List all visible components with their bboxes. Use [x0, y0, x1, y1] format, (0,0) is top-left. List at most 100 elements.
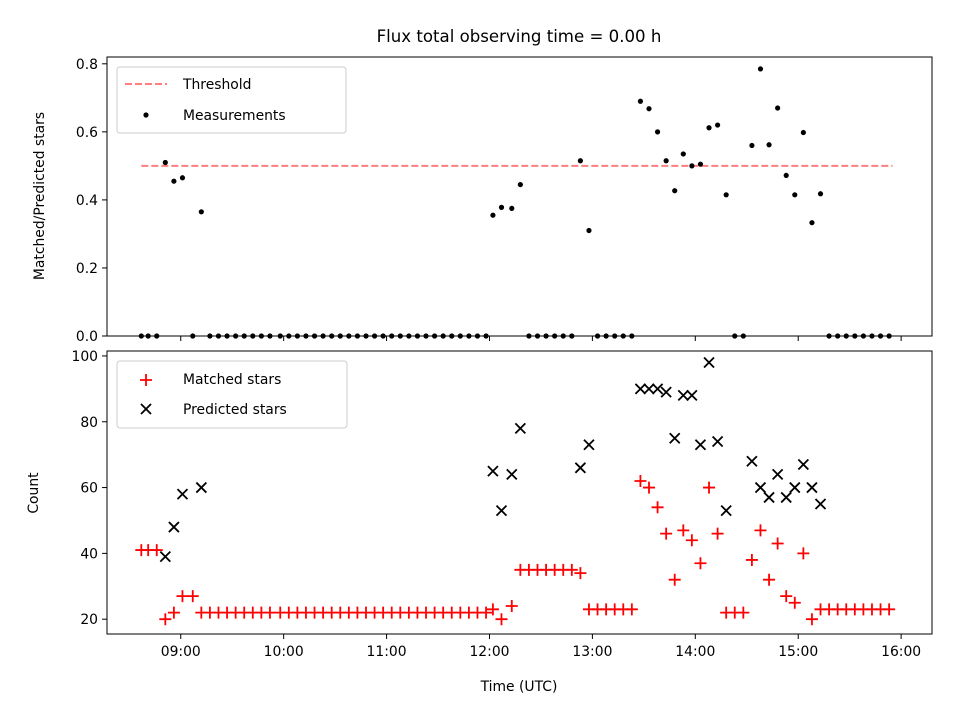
- measurement-point: [809, 220, 815, 226]
- matched-star-point: [883, 603, 896, 616]
- count-yticks-group: 20 40 60 80 100: [71, 349, 107, 628]
- count-ytick-label: 20: [80, 612, 98, 628]
- matched-star-point: [754, 524, 767, 537]
- matched-star-point: [505, 600, 518, 613]
- legend-measurements-swatch: [143, 112, 149, 118]
- x-axis-label: Time (UTC): [480, 679, 558, 695]
- measurement-point: [723, 192, 729, 198]
- legend-matched-label: Matched stars: [183, 372, 281, 388]
- matched-star-point: [788, 596, 801, 609]
- measurement-point: [792, 192, 798, 198]
- ratio-ytick-label: 0.8: [76, 57, 98, 73]
- predicted-star-point: [754, 481, 767, 494]
- measurement-point: [179, 175, 186, 181]
- chart-title: Flux total observing time = 0.00 h: [377, 27, 662, 46]
- count-ytick-label: 80: [80, 415, 98, 431]
- count-xtick-label: 11:00: [367, 644, 407, 660]
- predicted-star-point: [634, 383, 647, 395]
- count-legend-box: [116, 360, 348, 429]
- predicted-star-point: [168, 521, 180, 533]
- legend-matched-swatch: [140, 374, 152, 386]
- predicted-star-point: [771, 468, 784, 481]
- count-ytick-label: 100: [71, 349, 98, 365]
- count-xtick-label: 12:00: [469, 644, 509, 660]
- predicted-star-point: [780, 491, 792, 504]
- legend-measurements-label: Measurements: [183, 108, 286, 124]
- predicted-star-point: [176, 488, 189, 500]
- matched-star-point: [574, 567, 587, 580]
- predicted-star-point: [195, 481, 207, 494]
- matched-star-point: [677, 524, 690, 537]
- matched-star-point: [634, 474, 647, 487]
- count-xtick-label: 10:00: [264, 644, 304, 660]
- matched-star-point: [486, 603, 499, 616]
- predicted-star-point: [651, 383, 664, 395]
- measurement-point: [517, 181, 523, 188]
- predicted-star-point: [746, 455, 758, 467]
- measurement-point: [775, 105, 781, 111]
- count-ytick-label: 60: [80, 481, 98, 497]
- matched-star-point: [263, 606, 276, 619]
- matched-star-point: [150, 544, 163, 557]
- matched-star-point: [565, 563, 578, 576]
- matched-star-point: [625, 603, 638, 616]
- count-panel: 20 40 60 80 100 09:00 10:00 11:00 12:00 13:00 14:…: [26, 349, 933, 695]
- count-legend: Matched stars Predicted stars: [116, 360, 348, 429]
- matched-star-point: [660, 527, 673, 540]
- measurement-point: [637, 98, 644, 104]
- matched-star-point: [711, 527, 724, 540]
- measurement-point: [498, 204, 505, 210]
- count-y-axis-label: Count: [26, 472, 42, 514]
- matched-star-point: [642, 481, 655, 494]
- matched-star-point: [685, 534, 698, 547]
- predicted-star-point: [643, 383, 655, 395]
- matched-star-point: [780, 590, 793, 603]
- measurement-point: [817, 191, 824, 197]
- measurement-point: [749, 142, 755, 149]
- matched-star-point: [495, 613, 508, 626]
- measurement-point: [663, 158, 669, 164]
- predicted-star-point: [506, 468, 518, 481]
- measurement-point: [509, 205, 515, 212]
- predicted-star-point: [660, 386, 672, 398]
- ratio-legend-box: [116, 66, 347, 134]
- ratio-y-axis-label: Matched/Predicted stars: [32, 112, 48, 280]
- legend-predicted-label: Predicted stars: [183, 402, 287, 418]
- count-points-group: [135, 356, 896, 626]
- measurement-point: [198, 209, 204, 215]
- matched-star-point: [805, 613, 818, 626]
- count-xtick-label: 13:00: [572, 644, 612, 660]
- matched-star-point: [167, 606, 180, 619]
- matched-star-point: [694, 557, 707, 570]
- measurement-point: [766, 142, 772, 148]
- measurement-point: [757, 66, 764, 72]
- ratio-axes-frame: [106, 56, 933, 337]
- predicted-star-point: [583, 439, 595, 451]
- predicted-star-point: [514, 422, 526, 434]
- matched-star-point: [771, 537, 784, 550]
- count-xtick-label: 09:00: [161, 644, 201, 660]
- predicted-star-point: [686, 389, 698, 402]
- matched-star-point: [651, 501, 664, 514]
- count-xtick-label: 14:00: [675, 644, 715, 660]
- matched-star-point: [703, 481, 716, 494]
- ratio-ytick-label: 0.2: [76, 261, 98, 277]
- matched-star-point: [159, 613, 172, 626]
- measurement-point: [654, 129, 661, 135]
- predicted-star-point: [495, 504, 508, 517]
- measurement-point: [171, 178, 177, 184]
- count-xticks-group: 09:00 10:00 11:00 12:00 13:00 14:00 15:00 16:00: [161, 634, 921, 660]
- measurement-point: [646, 106, 652, 112]
- legend-threshold-label: Threshold: [182, 77, 251, 93]
- ratio-legend: Threshold Measurements: [116, 66, 347, 134]
- predicted-star-point: [694, 439, 707, 451]
- predicted-star-point: [703, 356, 715, 369]
- predicted-star-point: [720, 504, 732, 517]
- count-xtick-label: 15:00: [778, 644, 818, 660]
- measurement-point: [706, 125, 712, 131]
- predicted-star-point: [159, 551, 171, 563]
- measurement-point: [162, 159, 168, 166]
- measurement-point: [715, 122, 721, 128]
- ratio-ytick-label: 0.4: [76, 193, 98, 209]
